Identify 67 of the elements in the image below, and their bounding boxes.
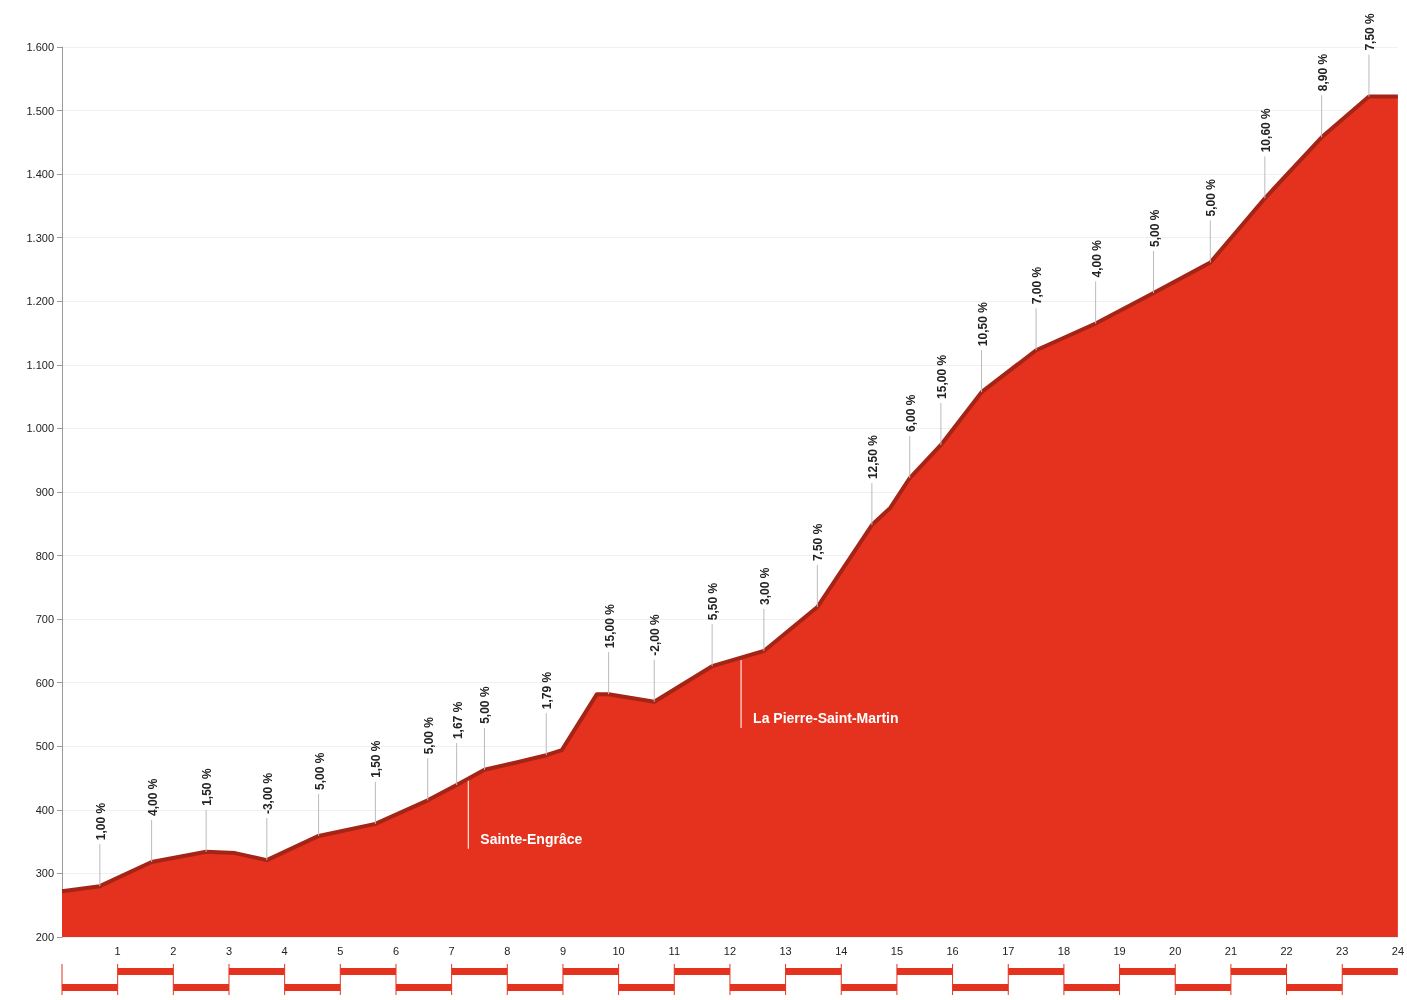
- x-tick-label: 1: [114, 944, 121, 957]
- x-tick-label: 2: [170, 944, 177, 957]
- x-tick-label: 13: [779, 944, 792, 957]
- y-tick-label: 500: [35, 740, 54, 753]
- annotation: 4,00 %: [145, 778, 160, 816]
- x-tick-label: 19: [1113, 944, 1126, 957]
- annotation: 15,00 %: [602, 603, 617, 649]
- annotation: 1,50 %: [369, 740, 384, 778]
- annotation: -2,00 %: [648, 614, 663, 656]
- x-tick-label: 7: [448, 944, 455, 957]
- x-tick-label: 6: [392, 944, 400, 957]
- annotation: 8,90 %: [1315, 53, 1330, 92]
- x-tick-label: 12: [723, 944, 737, 957]
- x-tick-label: 5: [337, 944, 344, 957]
- annotation: 12,50 %: [865, 434, 880, 480]
- x-tick-label: 21: [1224, 944, 1238, 957]
- annotation: La Pierre-Saint-Martin: [753, 709, 899, 726]
- y-tick-label: 800: [35, 549, 54, 562]
- annotation: 6,00 %: [903, 394, 918, 433]
- y-tick-label: 900: [35, 486, 54, 498]
- x-tick-label: 4: [281, 944, 288, 957]
- annotation: 10,50 %: [975, 301, 990, 347]
- y-tick-label: 1.200: [26, 295, 54, 308]
- annotation: 7,00 %: [1030, 266, 1045, 305]
- y-tick-label: 1.100: [26, 358, 54, 371]
- x-tick-label: 14: [835, 944, 848, 957]
- annotation: 7,50 %: [1362, 12, 1377, 51]
- annotation: 5,00 %: [478, 686, 493, 724]
- x-tick-label: 20: [1169, 944, 1182, 957]
- y-tick-label: 1.000: [26, 422, 54, 435]
- annotation: 5,00 %: [312, 752, 327, 790]
- annotation: 15,00 %: [934, 354, 949, 399]
- annotation: 5,00 %: [421, 716, 436, 755]
- annotation: 1,67 %: [450, 701, 465, 740]
- y-tick-label: 200: [35, 931, 54, 943]
- y-tick-label: 600: [35, 676, 54, 689]
- x-tick-label: 22: [1280, 944, 1293, 957]
- annotation: 5,50 %: [706, 582, 721, 621]
- x-tick-label: 11: [668, 944, 680, 957]
- x-tick-label: 9: [559, 944, 567, 957]
- annotation: 5,00 %: [1147, 209, 1162, 248]
- annotation: 7,50 %: [811, 523, 826, 562]
- y-tick-label: 1.400: [26, 168, 54, 181]
- x-tick-label: 23: [1336, 944, 1349, 957]
- x-tick-label: 15: [890, 944, 904, 957]
- y-tick-label: 1.300: [26, 231, 54, 244]
- x-tick-label: 24: [1391, 944, 1405, 957]
- y-tick-label: 1.500: [26, 104, 54, 117]
- x-tick-label: 8: [504, 944, 511, 957]
- annotation: 1,00 %: [93, 802, 108, 841]
- x-tick-label: 10: [612, 944, 625, 957]
- y-tick-label: 1.600: [26, 41, 54, 53]
- annotation: 1,79 %: [540, 671, 555, 710]
- annotation: Sainte-Engrâce: [480, 830, 583, 847]
- annotation: 4,00 %: [1089, 239, 1104, 278]
- y-tick-label: 400: [35, 803, 54, 816]
- annotation: 5,00 %: [1204, 178, 1219, 217]
- y-tick-label: 700: [35, 613, 54, 626]
- x-tick-label: 18: [1057, 944, 1071, 957]
- x-tick-label: 16: [946, 944, 959, 957]
- annotation: 1,50 %: [200, 768, 215, 806]
- annotation: -3,00 %: [260, 772, 275, 815]
- x-tick-label: 3: [225, 944, 233, 957]
- annotation: 3,00 %: [757, 567, 772, 605]
- y-tick-label: 300: [35, 867, 54, 880]
- annotation: 10,60 %: [1258, 107, 1273, 153]
- x-tick-label: 17: [1002, 944, 1015, 957]
